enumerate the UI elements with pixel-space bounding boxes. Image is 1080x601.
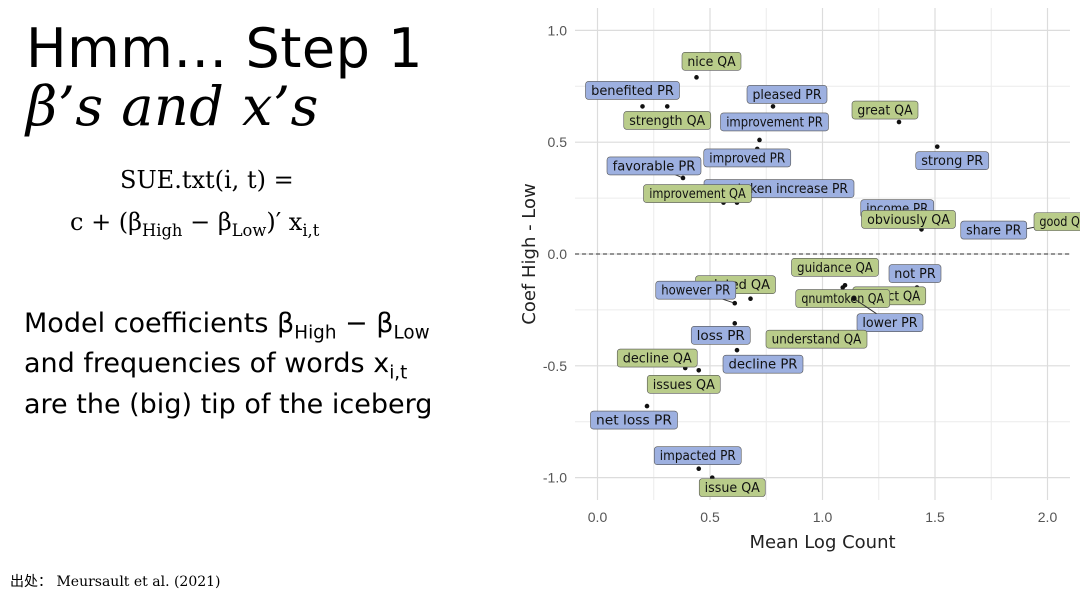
body-text: Model coefficients βHigh − βLow and freq… <box>24 308 433 420</box>
point-label-box <box>888 264 942 283</box>
point-label: favorable PR <box>613 159 696 174</box>
point-label-box <box>623 111 712 130</box>
point-label: decline QA <box>623 352 692 367</box>
data-point <box>934 144 940 149</box>
data-point <box>696 466 702 471</box>
citation: 出处： Meursault et al. (2021) <box>10 574 221 590</box>
data-point <box>640 104 645 109</box>
point-label-box <box>703 148 792 168</box>
slide-title: Hmm… Step 1 β’s and x’s <box>26 20 423 136</box>
point-label-box <box>915 151 990 170</box>
point-label: nice QA <box>687 55 735 70</box>
x-axis-label: Mean Log Count <box>749 532 895 553</box>
point-label: loss PR <box>697 329 745 344</box>
point-label: lower PR <box>862 316 917 331</box>
point-label: strength QA <box>629 114 705 129</box>
point-label: strong PR <box>921 154 983 169</box>
point-label-box <box>643 184 752 203</box>
x-tick-label: 2.0 <box>1038 509 1058 525</box>
data-point <box>664 104 670 109</box>
point-label-box <box>791 258 879 277</box>
x-tick-label: 1.0 <box>813 509 833 525</box>
y-tick-label: -1.0 <box>543 470 567 486</box>
point-label-box <box>606 156 702 176</box>
data-point <box>851 296 857 302</box>
y-axis-label: Coef High - Low <box>519 183 540 324</box>
point-label: impacted PR <box>660 449 736 464</box>
data-point <box>732 300 738 306</box>
data-point <box>757 137 762 143</box>
point-label-box <box>646 374 721 394</box>
point-label: share PR <box>966 224 1021 239</box>
point-label: guidance QA <box>797 261 873 276</box>
data-point <box>734 347 740 353</box>
data-point <box>748 296 753 302</box>
data-point <box>840 285 846 290</box>
point-label-box <box>690 326 751 345</box>
point-label: improvement QA <box>649 187 746 202</box>
point-label-box <box>861 210 956 229</box>
y-tick-label: 1.0 <box>548 22 568 38</box>
point-label-box <box>856 313 924 333</box>
data-point <box>732 321 738 326</box>
point-label: issues QA <box>653 378 715 393</box>
point-label-box <box>655 280 737 300</box>
title-line-2-text: β’s and x’s <box>26 75 319 138</box>
point-label-box <box>795 289 891 308</box>
point-label-box <box>765 329 868 349</box>
point-label: issue QA <box>705 481 760 496</box>
y-tick-label: 0.5 <box>548 134 568 150</box>
x-tick-label: 1.5 <box>925 509 945 525</box>
point-label-box <box>681 52 742 71</box>
point-label: pleased PR <box>753 88 822 103</box>
point-label-box <box>851 100 919 120</box>
point-label-box <box>585 81 680 100</box>
scatter-chart: 0.0 0.5 1.0 1.5 2.0 -1.0 -0.5 0.0 0.5 1.0 Mean Log… <box>519 8 1080 553</box>
point-label-box <box>1033 212 1080 231</box>
title-line-1: Hmm… Step 1 <box>26 17 423 80</box>
point-label: however PR <box>661 284 730 299</box>
x-tick-label: 0.5 <box>700 509 720 525</box>
data-point <box>696 367 702 373</box>
y-tick-label: 0.0 <box>548 246 568 262</box>
point-label-box <box>616 348 698 368</box>
data-point <box>896 119 902 125</box>
formula-line-2: c + (βHigh − βLow)′ xi,t <box>70 208 320 240</box>
point-label-box <box>720 112 829 132</box>
point-label: net loss PR <box>596 414 672 429</box>
y-tick-label: -0.5 <box>543 358 567 374</box>
point-label-box <box>698 478 766 497</box>
x-tick-label: 0.0 <box>588 509 608 525</box>
point-label-box <box>722 354 804 374</box>
point-label: not PR <box>894 267 935 282</box>
point-label-box <box>746 85 828 104</box>
point-label: good QA <box>1039 215 1080 230</box>
point-label-box <box>653 446 742 465</box>
formula-line-1: SUE.txt(i, t) = <box>120 166 294 194</box>
title-line-2: β’s and x’s <box>26 78 423 136</box>
data-point <box>680 175 686 181</box>
data-point <box>644 403 650 409</box>
point-label: benefited PR <box>591 84 674 99</box>
data-point <box>770 104 776 109</box>
point-label: great QA <box>857 104 912 119</box>
data-point <box>694 75 699 80</box>
point-label: obviously QA <box>867 213 950 228</box>
point-label: improvement PR <box>726 115 823 130</box>
point-label: understand QA <box>772 333 862 348</box>
point-label: qnumtoken QA <box>801 292 884 307</box>
point-label-box <box>590 410 678 430</box>
point-label: improved PR <box>709 151 785 166</box>
point-label-box <box>960 220 1028 240</box>
point-label: decline PR <box>729 358 798 373</box>
